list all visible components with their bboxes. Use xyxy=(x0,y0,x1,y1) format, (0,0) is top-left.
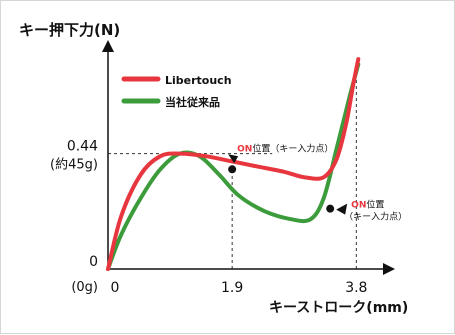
y-tick-label: 0.44 xyxy=(67,139,98,155)
legend-label: 当社従来品 xyxy=(165,95,220,109)
y-axis-title: キー押下力(N) xyxy=(19,21,120,39)
legend: Libertouch 当社従来品 xyxy=(121,74,232,109)
on-point-conventional xyxy=(326,204,335,213)
annotation-text-line2: （キー入力点） xyxy=(344,211,407,223)
on-point-libertouch xyxy=(228,165,237,174)
x-tick-label: 1.9 xyxy=(221,280,243,296)
x-axis-title: キーストローク(mm) xyxy=(269,300,408,316)
annotation-on-highlight: ON xyxy=(351,201,366,211)
tick-labels: 0 1.9 3.8 0 (0g) 0.44 (約45g) xyxy=(50,139,367,296)
y-tick-label: 0 xyxy=(89,254,98,270)
annotation-text: 位置（キー入力点） xyxy=(252,142,333,154)
on-pointer-conventional xyxy=(336,203,348,215)
x-tick-label: 3.8 xyxy=(345,280,367,296)
series-line-libertouch xyxy=(106,57,361,271)
legend-label: Libertouch xyxy=(165,74,232,87)
series-group xyxy=(106,57,361,271)
annotation-libertouch: ON位置（キー入力点） xyxy=(237,142,333,154)
annotation-group: ON位置（キー入力点）ON位置（キー入力点） xyxy=(228,142,407,223)
annotation-text: 位置 xyxy=(366,199,384,211)
y-tick-sublabel: (約45g) xyxy=(50,158,98,173)
annotation-conventional: ON位置 xyxy=(351,199,384,211)
on-pointer-libertouch xyxy=(228,154,239,164)
guide-lines xyxy=(108,59,357,269)
annotation-on-highlight: ON xyxy=(237,144,252,154)
x-tick-label: 0 xyxy=(111,280,120,296)
y-tick-sublabel: (0g) xyxy=(71,280,98,295)
